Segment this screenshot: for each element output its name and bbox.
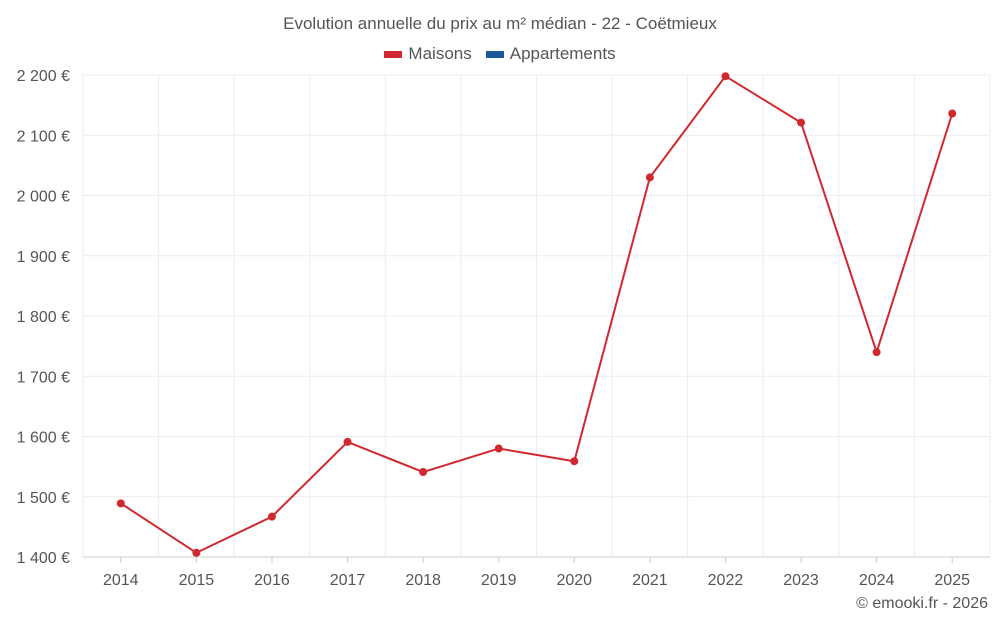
x-tick-label: 2014 bbox=[103, 572, 139, 589]
x-tick-label: 2021 bbox=[632, 572, 668, 589]
legend-swatch-maisons bbox=[384, 50, 403, 58]
data-point-maisons bbox=[116, 499, 125, 508]
y-tick-label: 2 200 € bbox=[17, 68, 70, 85]
legend-item-maisons[interactable]: Maisons bbox=[384, 44, 472, 64]
data-point-maisons bbox=[343, 437, 352, 446]
data-point-maisons bbox=[192, 548, 201, 557]
data-point-maisons bbox=[494, 444, 503, 453]
x-tick-label: 2016 bbox=[254, 572, 290, 589]
x-tick-label: 2022 bbox=[708, 572, 744, 589]
legend-item-appartements[interactable]: Appartements bbox=[485, 44, 616, 64]
x-tick-label: 2020 bbox=[556, 572, 592, 589]
data-point-maisons bbox=[267, 512, 276, 521]
y-tick-label: 1 700 € bbox=[17, 369, 70, 386]
data-point-maisons bbox=[872, 348, 881, 357]
y-tick-label: 2 000 € bbox=[17, 189, 70, 206]
data-point-maisons bbox=[797, 118, 806, 127]
chart-legend: Maisons Appartements bbox=[0, 44, 1000, 64]
y-tick-label: 1 900 € bbox=[17, 249, 70, 266]
credit-text: © emooki.fr - 2026 bbox=[856, 595, 988, 612]
data-point-maisons bbox=[721, 72, 730, 81]
data-point-maisons bbox=[645, 173, 654, 182]
chart-title: Evolution annuelle du prix au m² médian … bbox=[283, 14, 717, 33]
y-tick-label: 1 600 € bbox=[17, 430, 70, 447]
data-point-maisons bbox=[948, 109, 957, 118]
series-line-maisons bbox=[120, 75, 954, 554]
x-tick-label: 2018 bbox=[405, 572, 441, 589]
x-tick-label: 2015 bbox=[179, 572, 215, 589]
legend-swatch-appartements bbox=[485, 50, 504, 58]
data-point-maisons bbox=[419, 468, 428, 477]
legend-label-maisons: Maisons bbox=[408, 44, 472, 63]
x-tick-label: 2019 bbox=[481, 572, 517, 589]
y-tick-label: 1 400 € bbox=[17, 550, 70, 567]
x-tick-label: 2024 bbox=[859, 572, 895, 589]
legend-label-appartements: Appartements bbox=[509, 44, 616, 63]
data-point-maisons bbox=[570, 457, 579, 466]
y-tick-label: 1 500 € bbox=[17, 490, 70, 507]
y-tick-label: 2 100 € bbox=[17, 128, 70, 145]
x-tick-label: 2017 bbox=[330, 572, 366, 589]
y-tick-label: 1 800 € bbox=[17, 309, 70, 326]
x-tick-label: 2023 bbox=[783, 572, 819, 589]
x-tick-label: 2025 bbox=[934, 572, 970, 589]
